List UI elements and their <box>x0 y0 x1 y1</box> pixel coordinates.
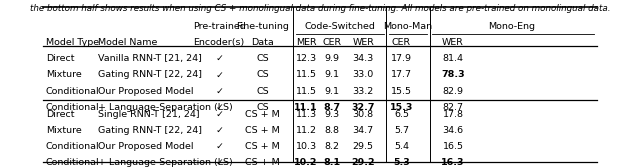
Text: Code-Switched: Code-Switched <box>305 22 376 31</box>
Text: ✓: ✓ <box>215 126 223 135</box>
Text: Data: Data <box>251 38 274 47</box>
Text: the bottom half shows results when using CS + monolingual data during fine-tunin: the bottom half shows results when using… <box>29 4 611 13</box>
Text: 33.0: 33.0 <box>353 70 374 79</box>
Text: Conditional: Conditional <box>45 142 99 151</box>
Text: 8.2: 8.2 <box>324 142 339 151</box>
Text: 6.5: 6.5 <box>394 110 409 119</box>
Text: 78.3: 78.3 <box>441 70 465 79</box>
Text: 33.2: 33.2 <box>353 87 374 96</box>
Text: Conditional: Conditional <box>45 103 99 112</box>
Text: 11.5: 11.5 <box>296 70 317 79</box>
Text: Mono-Man: Mono-Man <box>383 22 433 31</box>
Text: Our Proposed Model: Our Proposed Model <box>99 87 194 96</box>
Text: CS + M: CS + M <box>245 126 280 135</box>
Text: MER: MER <box>296 38 316 47</box>
Text: CS: CS <box>256 103 269 112</box>
Text: + Language-Separation (LS): + Language-Separation (LS) <box>99 158 233 167</box>
Text: 10.2: 10.2 <box>294 158 318 167</box>
Text: CER: CER <box>322 38 341 47</box>
Text: Mixture: Mixture <box>45 126 81 135</box>
Text: 9.9: 9.9 <box>324 54 339 63</box>
Text: Conditional: Conditional <box>45 158 99 167</box>
Text: CER: CER <box>392 38 411 47</box>
Text: 16.3: 16.3 <box>441 158 465 167</box>
Text: 10.3: 10.3 <box>296 142 317 151</box>
Text: 82.7: 82.7 <box>442 103 463 112</box>
Text: CS: CS <box>256 70 269 79</box>
Text: ✓: ✓ <box>215 103 223 112</box>
Text: Mono-Eng: Mono-Eng <box>488 22 536 31</box>
Text: ✓: ✓ <box>215 87 223 96</box>
Text: 15.3: 15.3 <box>390 103 413 112</box>
Text: 29.5: 29.5 <box>353 142 374 151</box>
Text: 16.5: 16.5 <box>442 142 463 151</box>
Text: CS + M: CS + M <box>245 110 280 119</box>
Text: Fine-tuning: Fine-tuning <box>236 22 289 31</box>
Text: ✓: ✓ <box>215 54 223 63</box>
Text: Direct: Direct <box>45 54 74 63</box>
Text: CS: CS <box>256 87 269 96</box>
Text: WER: WER <box>442 38 464 47</box>
Text: CS: CS <box>256 54 269 63</box>
Text: 34.7: 34.7 <box>353 126 374 135</box>
Text: 30.8: 30.8 <box>353 110 374 119</box>
Text: Our Proposed Model: Our Proposed Model <box>99 142 194 151</box>
Text: 9.1: 9.1 <box>324 70 339 79</box>
Text: 17.8: 17.8 <box>442 110 463 119</box>
Text: Model Type: Model Type <box>45 38 99 47</box>
Text: Vanilla RNN-T [21, 24]: Vanilla RNN-T [21, 24] <box>99 54 202 63</box>
Text: Single RNN-T [21, 24]: Single RNN-T [21, 24] <box>99 110 200 119</box>
Text: 34.3: 34.3 <box>353 54 374 63</box>
Text: 34.6: 34.6 <box>442 126 463 135</box>
Text: Gating RNN-T [22, 24]: Gating RNN-T [22, 24] <box>99 70 202 79</box>
Text: 29.2: 29.2 <box>351 158 375 167</box>
Text: 17.7: 17.7 <box>391 70 412 79</box>
Text: Direct: Direct <box>45 110 74 119</box>
Text: 11.5: 11.5 <box>296 87 317 96</box>
Text: 11.3: 11.3 <box>296 110 317 119</box>
Text: 8.8: 8.8 <box>324 126 339 135</box>
Text: 81.4: 81.4 <box>442 54 463 63</box>
Text: 15.5: 15.5 <box>391 87 412 96</box>
Text: Mixture: Mixture <box>45 70 81 79</box>
Text: Gating RNN-T [22, 24]: Gating RNN-T [22, 24] <box>99 126 202 135</box>
Text: CS + M: CS + M <box>245 158 280 167</box>
Text: ✓: ✓ <box>215 142 223 151</box>
Text: 9.3: 9.3 <box>324 110 339 119</box>
Text: Model Name: Model Name <box>99 38 157 47</box>
Text: 5.4: 5.4 <box>394 142 409 151</box>
Text: + Language-Separation (LS): + Language-Separation (LS) <box>99 103 233 112</box>
Text: 5.3: 5.3 <box>393 158 410 167</box>
Text: 11.1: 11.1 <box>294 103 318 112</box>
Text: 82.9: 82.9 <box>442 87 463 96</box>
Text: 8.7: 8.7 <box>323 103 340 112</box>
Text: 12.3: 12.3 <box>296 54 317 63</box>
Text: Encoder(s): Encoder(s) <box>193 38 244 47</box>
Text: ✓: ✓ <box>215 110 223 119</box>
Text: 32.7: 32.7 <box>351 103 375 112</box>
Text: WER: WER <box>352 38 374 47</box>
Text: 17.9: 17.9 <box>391 54 412 63</box>
Text: ✓: ✓ <box>215 70 223 79</box>
Text: CS + M: CS + M <box>245 142 280 151</box>
Text: Conditional: Conditional <box>45 87 99 96</box>
Text: ✓: ✓ <box>215 158 223 167</box>
Text: 5.7: 5.7 <box>394 126 409 135</box>
Text: 8.1: 8.1 <box>323 158 340 167</box>
Text: Pre-trained: Pre-trained <box>193 22 246 31</box>
Text: 11.2: 11.2 <box>296 126 317 135</box>
Text: 9.1: 9.1 <box>324 87 339 96</box>
